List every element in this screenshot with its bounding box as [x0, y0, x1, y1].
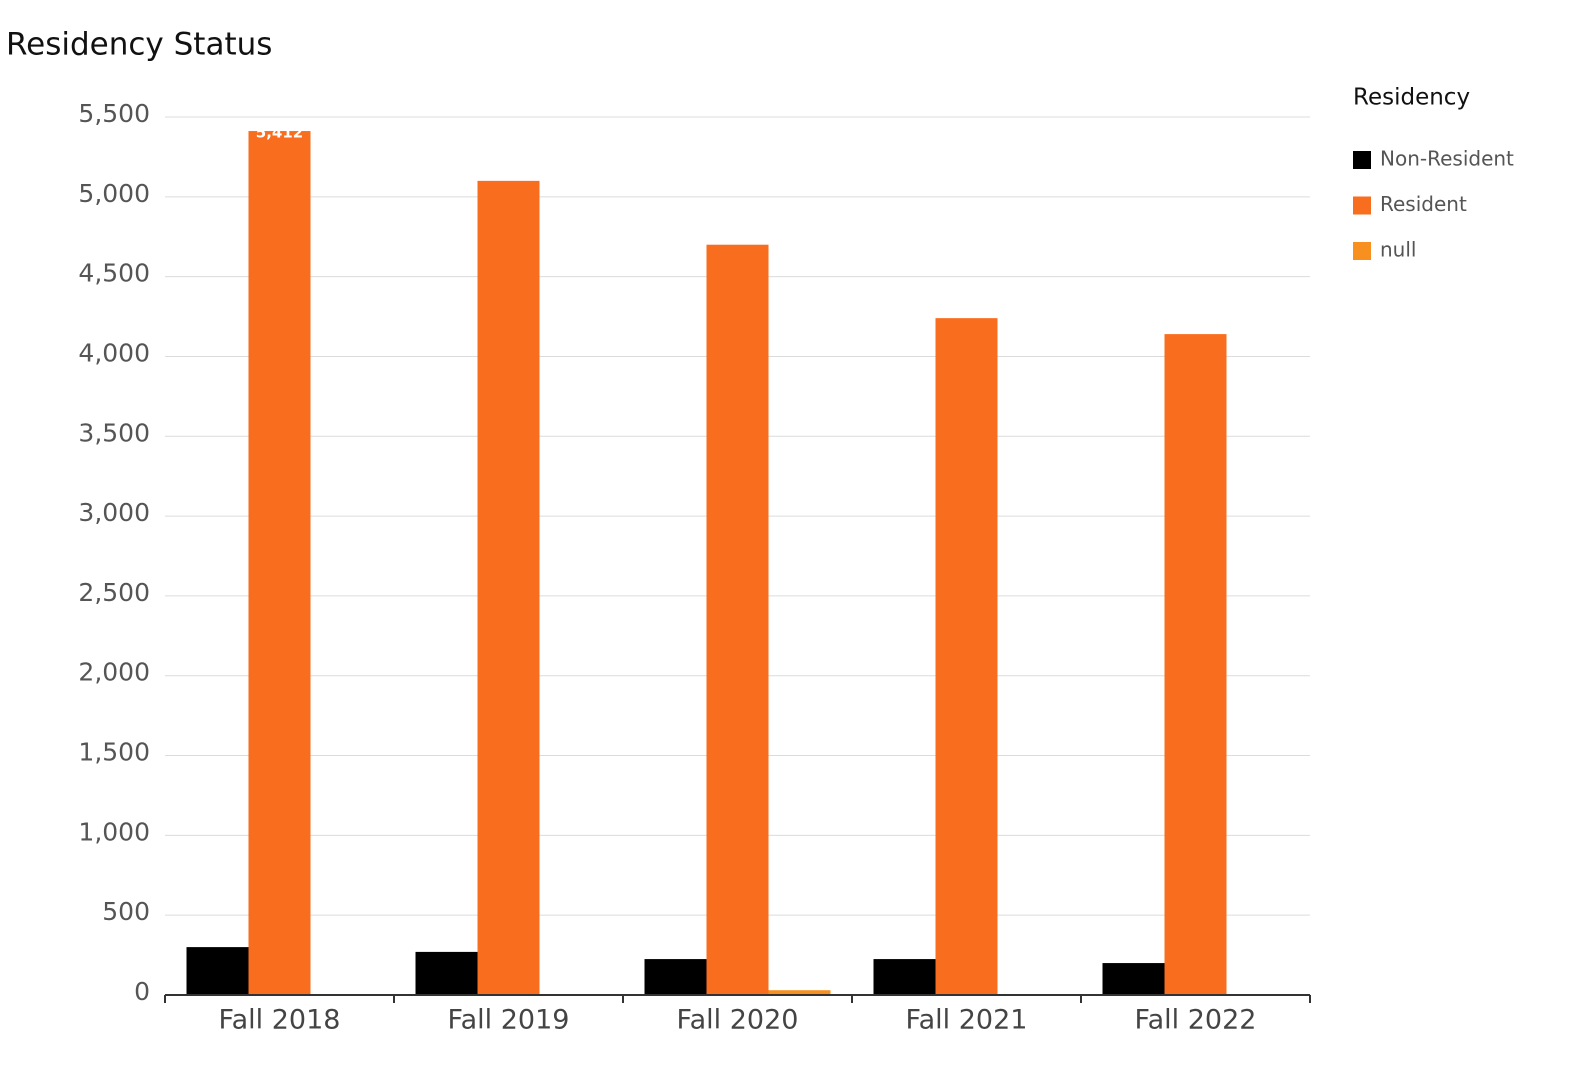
- bar: [186, 947, 249, 995]
- legend-label: Non-Resident: [1380, 147, 1514, 171]
- bar: [477, 180, 540, 995]
- bar: [415, 951, 478, 995]
- bar: [1102, 963, 1165, 995]
- legend-swatch: [1353, 151, 1371, 169]
- bar: [768, 990, 831, 995]
- y-tick-label: 1,500: [78, 738, 150, 767]
- y-tick-label: 5,000: [78, 179, 150, 208]
- bar: [1164, 334, 1227, 995]
- y-tick-label: 1,000: [78, 817, 150, 846]
- y-tick-label: 4,000: [78, 338, 150, 367]
- x-tick-label: Fall 2018: [219, 1005, 341, 1036]
- y-tick-label: 5,500: [78, 99, 150, 128]
- y-tick-label: 3,000: [78, 498, 150, 527]
- legend-swatch: [1353, 196, 1371, 215]
- y-tick-label: 4,500: [78, 259, 150, 288]
- y-tick-label: 500: [102, 897, 150, 926]
- x-tick-label: Fall 2019: [448, 1005, 570, 1036]
- bar: [935, 318, 998, 995]
- bar: [644, 959, 707, 995]
- legend-label: Resident: [1380, 192, 1467, 216]
- x-tick-label: Fall 2022: [1135, 1005, 1257, 1036]
- legend-label: null: [1380, 238, 1416, 262]
- x-tick-label: Fall 2021: [906, 1005, 1028, 1036]
- y-tick-label: 2,000: [78, 658, 150, 687]
- bar: [248, 131, 311, 996]
- y-tick-label: 2,500: [78, 578, 150, 607]
- x-tick-label: Fall 2020: [677, 1005, 799, 1036]
- y-tick-label: 0: [134, 977, 150, 1006]
- bar: [706, 244, 769, 995]
- legend-title: Residency: [1353, 85, 1470, 111]
- data-label: 5,412: [256, 124, 303, 142]
- bar: [873, 959, 936, 995]
- chart-title: Residency Status: [6, 27, 272, 63]
- y-tick-label: 3,500: [78, 418, 150, 447]
- legend-swatch: [1353, 242, 1371, 260]
